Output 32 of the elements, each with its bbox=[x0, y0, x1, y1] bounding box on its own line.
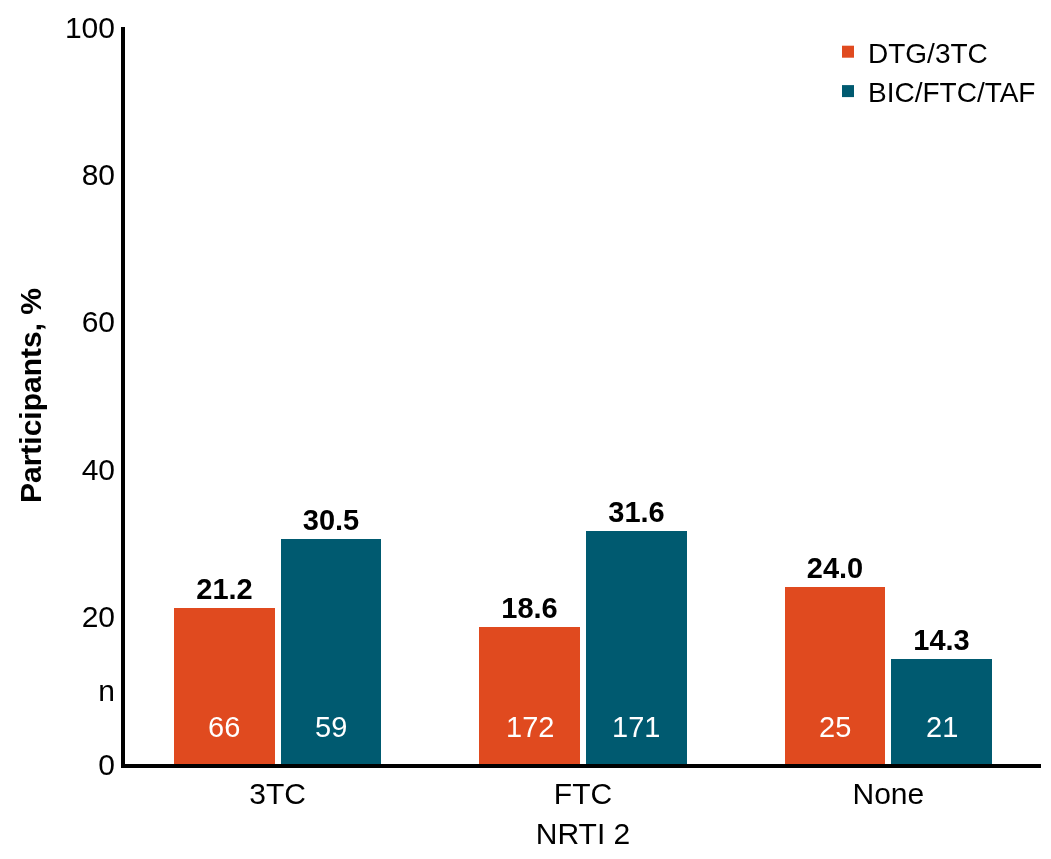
data-label: 31.6 bbox=[608, 496, 665, 528]
annotation: 21 bbox=[926, 711, 959, 743]
bar bbox=[479, 627, 580, 764]
y-tick-label: n bbox=[98, 673, 115, 707]
y-tick-label: 60 bbox=[81, 305, 115, 339]
x-axis-title: NRTI 2 bbox=[535, 817, 631, 850]
x-tick-label: 3TC bbox=[249, 777, 307, 810]
data-label: 21.2 bbox=[196, 573, 253, 605]
data-label: 24.0 bbox=[806, 552, 864, 584]
annotation: 59 bbox=[315, 711, 348, 743]
data-label: 30.5 bbox=[302, 504, 360, 536]
data-label: 14.3 bbox=[913, 624, 970, 656]
y-tick-label: 40 bbox=[81, 452, 115, 486]
y-tick-label: 100 bbox=[64, 10, 115, 44]
bar bbox=[785, 587, 885, 764]
bar bbox=[586, 531, 687, 764]
y-tick-label: 80 bbox=[81, 157, 115, 191]
bar bbox=[174, 608, 275, 764]
legend-label: DTG/3TC bbox=[868, 37, 988, 69]
annotation: 172 bbox=[506, 711, 555, 743]
y-tick-label: 0 bbox=[98, 747, 115, 781]
x-tick-label: FTC bbox=[553, 777, 613, 810]
annotation: 66 bbox=[208, 711, 241, 743]
y-axis-title: Participants, % bbox=[14, 287, 48, 504]
annotation: 25 bbox=[819, 711, 852, 743]
legend-label: BIC/FTC/TAF bbox=[868, 77, 1036, 109]
annotation: 171 bbox=[612, 711, 661, 743]
y-tick-label: 20 bbox=[81, 600, 115, 634]
data-label: 18.6 bbox=[501, 592, 558, 624]
bar bbox=[891, 659, 992, 764]
x-tick-label: None bbox=[852, 777, 925, 810]
bar bbox=[281, 539, 381, 764]
